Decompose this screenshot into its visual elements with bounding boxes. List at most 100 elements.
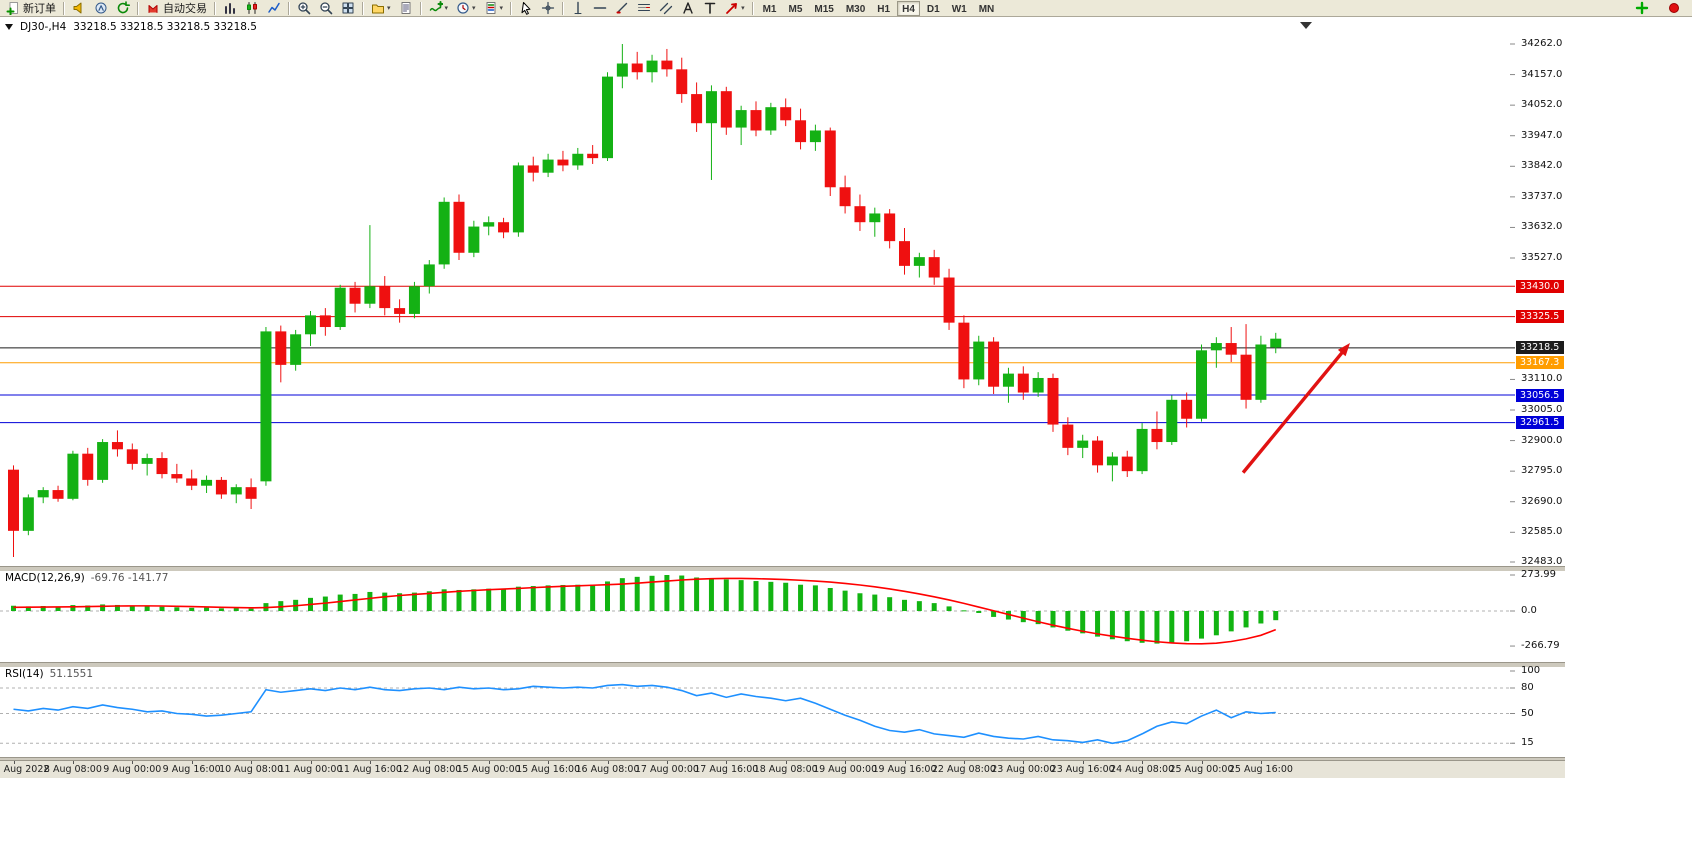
timeframe-m30[interactable]: M30 — [841, 1, 870, 16]
candle — [201, 475, 213, 493]
templates-button[interactable]: ▾ — [481, 1, 507, 16]
channel-button[interactable] — [656, 1, 676, 16]
macd-histogram-bar — [738, 580, 744, 611]
add-button[interactable] — [1632, 1, 1652, 16]
candle — [22, 494, 34, 536]
price-axis-label: 33632.0 — [1521, 221, 1563, 233]
candle — [1062, 417, 1074, 456]
rsi-name: RSI(14) — [5, 668, 44, 680]
fibonacci-button[interactable] — [634, 1, 654, 16]
macd-histogram-bar — [55, 606, 61, 611]
data-window-icon — [399, 1, 413, 15]
navigator-button[interactable] — [91, 1, 111, 16]
refresh-button[interactable] — [113, 1, 133, 16]
cursor-button[interactable] — [516, 1, 536, 16]
time-axis-tick — [1082, 761, 1084, 764]
candle — [408, 281, 420, 319]
time-axis-tick — [191, 761, 193, 764]
timeframe-d1[interactable]: D1 — [922, 1, 945, 16]
rsi-indicator-canvas[interactable] — [0, 666, 1515, 757]
candle — [765, 102, 777, 135]
arrows-button[interactable]: ▾ — [722, 1, 748, 16]
profiles-button[interactable]: ▾ — [368, 1, 394, 16]
indicators-button[interactable]: ▾ — [426, 1, 452, 16]
time-axis-label: 10 Aug 08:00 — [219, 764, 284, 775]
collapse-arrow-icon[interactable] — [5, 24, 13, 30]
zoom-in-button[interactable] — [294, 1, 314, 16]
macd-values: -69.76 -141.77 — [90, 572, 169, 584]
candle — [260, 327, 272, 486]
fibonacci-icon — [637, 1, 651, 15]
macd-histogram-bar — [605, 581, 610, 611]
macd-histogram-bar — [40, 606, 46, 611]
time-axis-label: 11 Aug 00:00 — [278, 764, 343, 775]
macd-histogram-bar — [634, 576, 640, 611]
horizontal-line-button[interactable] — [590, 1, 610, 16]
price-axis-label: 32690.0 — [1521, 495, 1563, 507]
autotrading-button[interactable]: 自动交易 — [143, 1, 210, 16]
macd-histogram-bar — [931, 603, 937, 611]
zoom-out-button[interactable] — [316, 1, 336, 16]
candle — [795, 108, 807, 150]
macd-histogram-bar — [11, 605, 16, 611]
chart-shift-marker-icon[interactable] — [1300, 22, 1312, 29]
timeframe-m15[interactable]: M15 — [809, 1, 838, 16]
candle — [230, 484, 242, 504]
toolbar-separator — [562, 1, 565, 15]
timeframe-m5[interactable]: M5 — [783, 1, 807, 16]
macd-histogram-bar — [515, 586, 521, 611]
candle — [97, 439, 109, 483]
zoom-out-icon — [319, 1, 333, 15]
tile-windows-button[interactable] — [338, 1, 358, 16]
timeframe-m1[interactable]: M1 — [758, 1, 782, 16]
macd-indicator-canvas[interactable] — [0, 570, 1515, 662]
text-label-button[interactable] — [700, 1, 720, 16]
line-chart-icon — [267, 1, 281, 15]
record-dot-button[interactable] — [1664, 1, 1684, 16]
macd-histogram-bar — [1184, 611, 1190, 642]
timeframe-h4[interactable]: H4 — [897, 0, 920, 16]
time-axis-label: 24 Aug 08:00 — [1110, 764, 1175, 775]
trendline-button[interactable] — [612, 1, 632, 16]
crosshair-button[interactable] — [538, 1, 558, 16]
panel-separator[interactable] — [0, 662, 1565, 668]
macd-histogram-bar — [367, 591, 373, 611]
macd-histogram-bar — [471, 589, 477, 611]
time-axis-label: 9 Aug 00:00 — [103, 764, 162, 775]
price-chart-canvas[interactable] — [0, 18, 1515, 566]
price-axis[interactable]: 34262.0 34157.0 34052.0 33947.0 33842.0 33737… — [1515, 18, 1592, 567]
candle — [676, 57, 688, 103]
market-watch-button[interactable] — [69, 1, 89, 16]
vertical-line-button[interactable] — [568, 1, 588, 16]
trend-arrow-object[interactable] — [1241, 343, 1350, 474]
panel-separator[interactable] — [0, 566, 1565, 572]
macd-histogram-bar — [233, 608, 239, 611]
price-axis-label: 32585.0 — [1521, 526, 1563, 538]
channel-icon — [659, 1, 673, 15]
macd-histogram-bar — [25, 606, 31, 611]
data-window-button[interactable] — [396, 1, 416, 16]
time-axis[interactable]: 5 Aug 2022 8 Aug 08:00 9 Aug 00:00 9 Aug 16… — [0, 760, 1565, 778]
periods-button[interactable]: ▾ — [453, 1, 479, 16]
chevron-down-icon: ▾ — [472, 5, 476, 12]
bar-chart-button[interactable] — [220, 1, 240, 16]
line-chart-button[interactable] — [264, 1, 284, 16]
macd-histogram-bar — [857, 593, 863, 611]
candlestick-chart-button[interactable] — [242, 1, 262, 16]
candle — [705, 85, 717, 180]
time-axis-tick — [726, 761, 728, 764]
hline-price-tag: 33056.5 — [1516, 388, 1564, 402]
timeframe-mn[interactable]: MN — [974, 1, 1000, 16]
macd-histogram-bar — [530, 586, 536, 611]
timeframe-w1[interactable]: W1 — [947, 1, 972, 16]
macd-histogram-bar — [248, 608, 254, 611]
refresh-icon — [116, 1, 130, 15]
macd-histogram-bar — [1243, 611, 1249, 628]
candle — [1270, 332, 1282, 354]
candle — [1017, 366, 1029, 400]
macd-histogram-bar — [1228, 611, 1234, 632]
text-button[interactable] — [678, 1, 698, 16]
timeframe-h1[interactable]: H1 — [872, 1, 895, 16]
new-order-button[interactable]: 新订单 — [3, 1, 59, 16]
autotrading-label: 自动交易 — [163, 3, 207, 15]
